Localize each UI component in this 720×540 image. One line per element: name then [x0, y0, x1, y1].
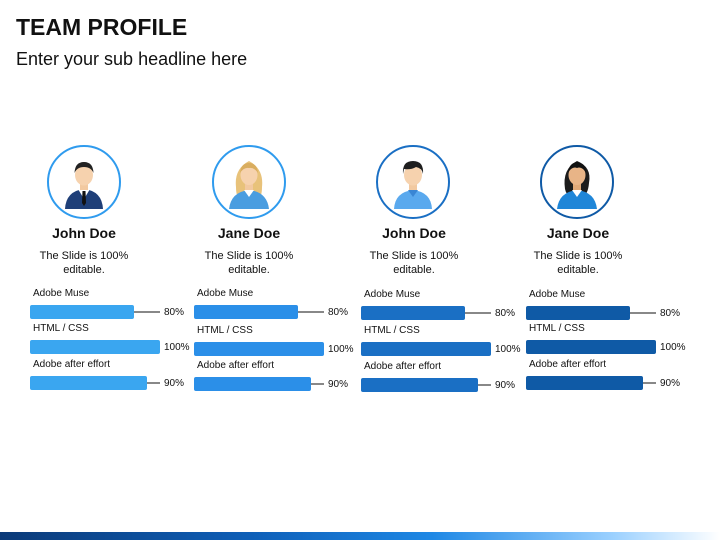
page-subtitle: Enter your sub headline here — [16, 49, 248, 69]
skill-label: HTML / CSS — [197, 325, 253, 336]
skill-row: Adobe after effort 90% — [30, 359, 190, 395]
skill-bar-fill — [194, 377, 311, 391]
skill-label: HTML / CSS — [364, 325, 420, 336]
member-name: John Doe — [52, 225, 116, 241]
skill-bar-fill — [30, 340, 160, 354]
skill-label: HTML / CSS — [33, 323, 89, 334]
skill-row: Adobe after effort 90% — [194, 360, 354, 396]
skill-percent: 80% — [660, 308, 681, 319]
skill-percent: 100% — [328, 344, 354, 355]
skill-bar-fill — [526, 340, 656, 354]
woman-dark-hair-icon — [540, 145, 614, 219]
skill-percent: 90% — [660, 378, 681, 389]
member-name: John Doe — [382, 225, 446, 241]
skill-label: Adobe Muse — [197, 288, 254, 299]
skill-bar — [194, 342, 324, 356]
skill-bar-remainder — [478, 384, 491, 386]
businessman-icon — [47, 145, 121, 219]
skill-label: Adobe after effort — [197, 360, 275, 371]
member-description: The Slide is 100% editable. — [533, 250, 623, 276]
skill-row: HTML / CSS 100% — [526, 323, 686, 359]
skill-percent: 100% — [660, 342, 686, 353]
skill-label: Adobe Muse — [364, 289, 421, 300]
skill-row: HTML / CSS 100% — [361, 325, 521, 361]
member-name: Jane Doe — [217, 225, 281, 241]
man-casual-icon — [376, 145, 450, 219]
skill-bar-fill — [194, 342, 324, 356]
businesswoman-blonde-icon — [212, 145, 286, 219]
skill-bar-remainder — [630, 312, 656, 314]
member-description: The Slide is 100% editable. — [369, 250, 459, 276]
skill-bar-fill — [526, 376, 643, 390]
skill-bar-remainder — [643, 382, 656, 384]
skill-percent: 90% — [164, 378, 185, 389]
skill-label: Adobe after effort — [364, 361, 442, 372]
skill-row: HTML / CSS 100% — [194, 325, 354, 361]
skill-row: Adobe Muse 80% — [526, 289, 686, 325]
skill-percent: 80% — [328, 307, 349, 318]
skill-row: HTML / CSS 100% — [30, 323, 190, 359]
skill-bar-fill — [194, 305, 298, 319]
skill-bar-remainder — [311, 383, 324, 385]
skill-bar-fill — [361, 378, 478, 392]
skill-percent: 80% — [164, 307, 185, 318]
skill-bar — [361, 378, 491, 392]
member-description: The Slide is 100% editable. — [204, 250, 294, 276]
skill-bar — [194, 377, 324, 391]
skill-label: Adobe Muse — [33, 288, 90, 299]
skill-percent: 100% — [164, 342, 190, 353]
skill-row: Adobe Muse 80% — [361, 289, 521, 325]
member-name: Jane Doe — [546, 225, 610, 241]
skill-bar-remainder — [147, 382, 160, 384]
skill-bar — [361, 342, 491, 356]
skill-percent: 90% — [495, 380, 516, 391]
skill-label: Adobe Muse — [529, 289, 586, 300]
skill-bar-fill — [30, 305, 134, 319]
skill-bar-remainder — [298, 311, 324, 313]
skill-row: Adobe Muse 80% — [30, 288, 190, 324]
page-title: TEAM PROFILE — [16, 14, 188, 40]
skill-bar — [30, 305, 160, 319]
skill-bar-fill — [30, 376, 147, 390]
skill-bar — [361, 306, 491, 320]
skill-bar-remainder — [465, 312, 491, 314]
skill-bar-fill — [526, 306, 630, 320]
skill-label: Adobe after effort — [529, 359, 607, 370]
skill-bar — [30, 376, 160, 390]
skill-percent: 100% — [495, 344, 521, 355]
skill-bar — [526, 340, 656, 354]
skill-bar — [194, 305, 324, 319]
skill-label: HTML / CSS — [529, 323, 585, 334]
skill-row: Adobe Muse 80% — [194, 288, 354, 324]
skill-bar-fill — [361, 306, 465, 320]
skill-row: Adobe after effort 90% — [361, 361, 521, 397]
member-description: The Slide is 100% editable. — [39, 250, 129, 276]
skill-bar-remainder — [134, 311, 160, 313]
skill-label: Adobe after effort — [33, 359, 111, 370]
footer-gradient-bar — [0, 532, 720, 540]
skill-bar — [526, 306, 656, 320]
skill-bar — [526, 376, 656, 390]
skill-percent: 80% — [495, 308, 516, 319]
skill-row: Adobe after effort 90% — [526, 359, 686, 395]
skill-bar — [30, 340, 160, 354]
skill-bar-fill — [361, 342, 491, 356]
skill-percent: 90% — [328, 379, 349, 390]
